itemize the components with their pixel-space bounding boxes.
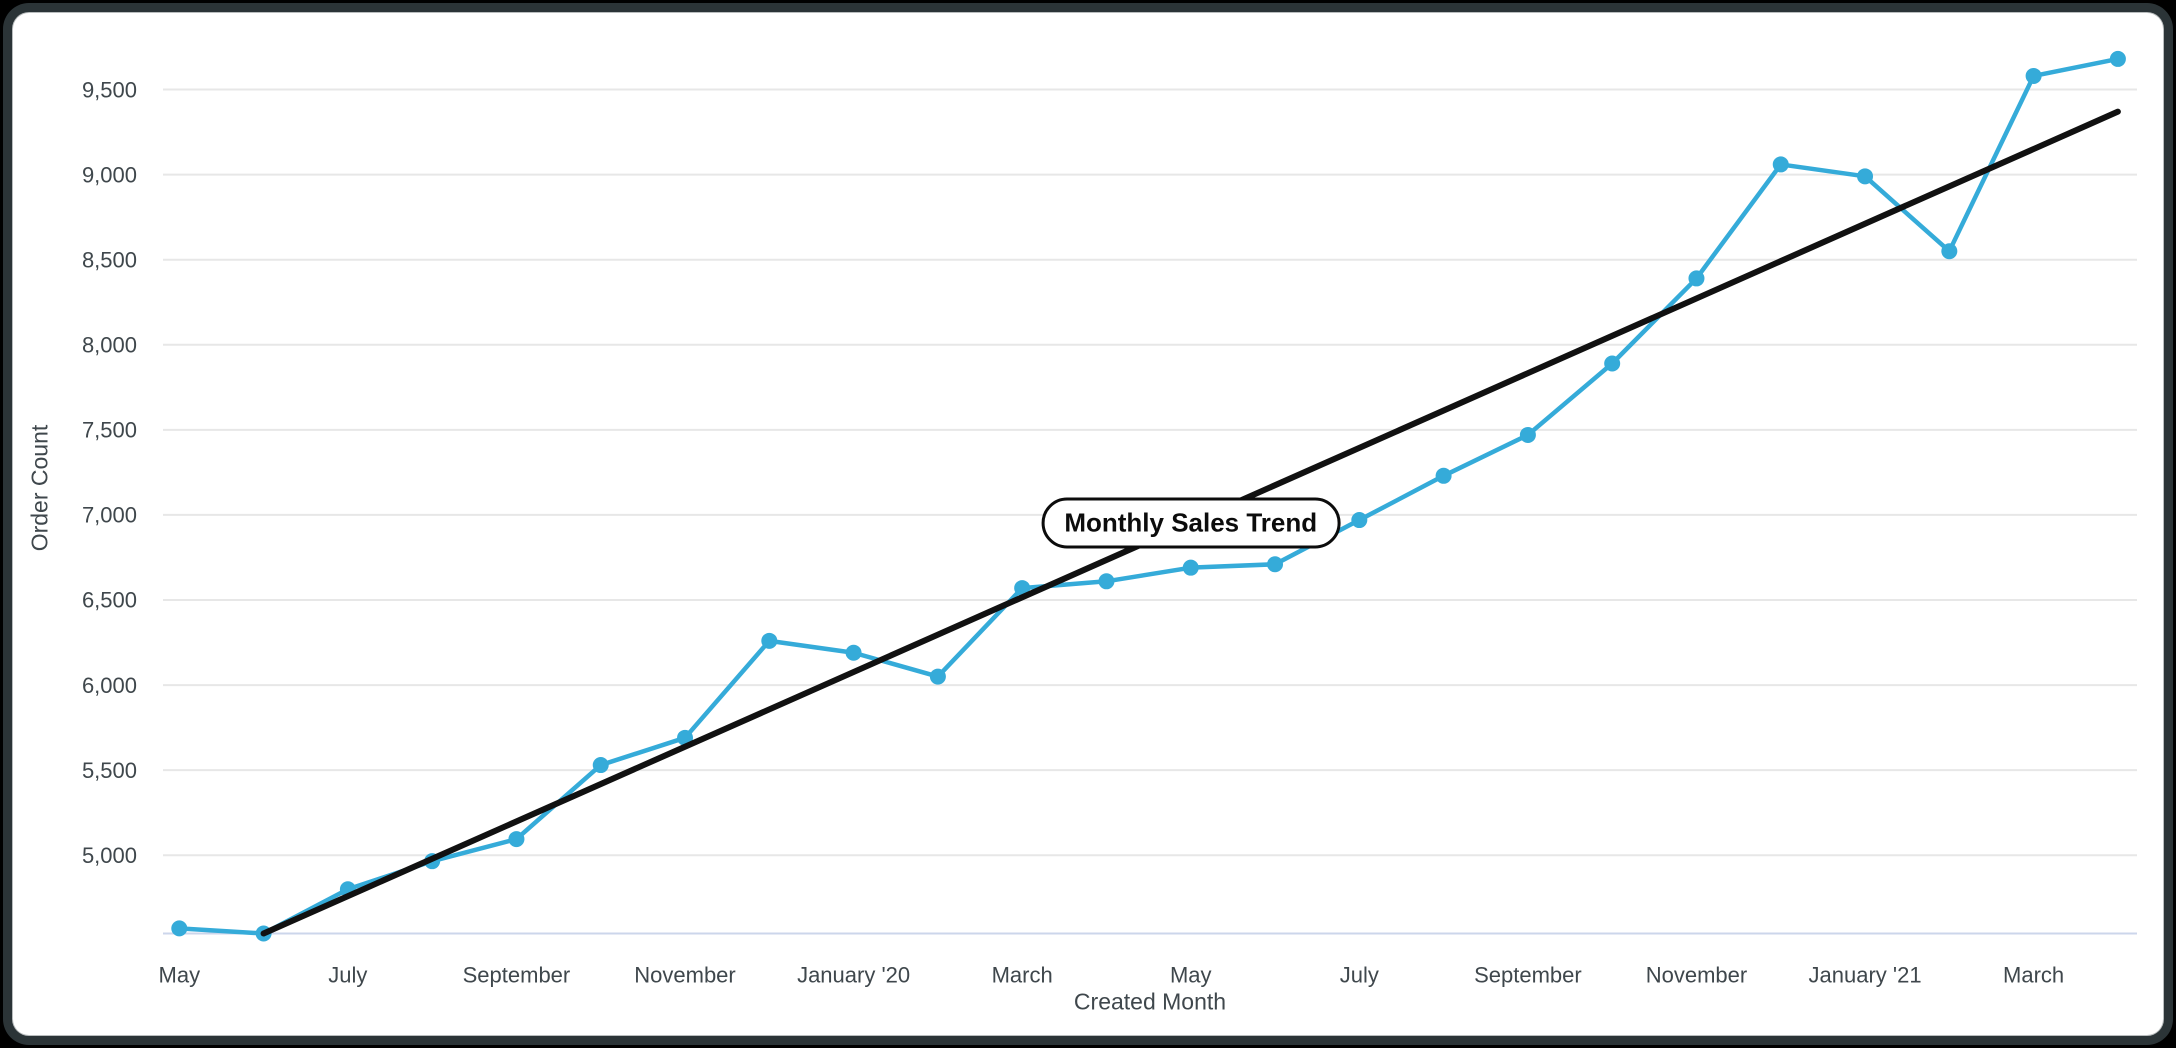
x-tick-label: May: [1170, 963, 1212, 988]
data-point-marker[interactable]: [1772, 156, 1789, 173]
x-tick-labels: May July September November January '20 March…: [159, 963, 2065, 988]
x-tick-label: November: [1646, 963, 1747, 988]
data-point-marker[interactable]: [1182, 559, 1199, 576]
y-tick-label: 7,500: [82, 418, 137, 443]
y-tick-label: 9,500: [82, 77, 137, 102]
data-point-marker[interactable]: [1351, 512, 1368, 529]
y-tick-label: 8,000: [82, 332, 137, 357]
data-point-marker[interactable]: [508, 831, 525, 848]
data-point-marker[interactable]: [1267, 556, 1284, 573]
data-point-marker[interactable]: [1519, 426, 1536, 443]
y-tick-label: 6,000: [82, 673, 137, 698]
x-axis-title: Created Month: [1073, 988, 1227, 1015]
x-tick-label: July: [328, 963, 367, 988]
x-tick-label: January '21: [1809, 963, 1922, 988]
x-tick-label: March: [2003, 963, 2064, 988]
data-point-marker[interactable]: [761, 632, 778, 649]
x-tick-label: May: [159, 963, 201, 988]
data-point-marker[interactable]: [592, 757, 609, 774]
x-tick-label: March: [992, 963, 1053, 988]
data-point-marker[interactable]: [1435, 467, 1452, 484]
data-point-marker[interactable]: [171, 920, 188, 937]
data-point-marker[interactable]: [1604, 355, 1621, 372]
x-tick-label: November: [634, 963, 735, 988]
y-axis-title: Order Count: [26, 424, 53, 552]
series-label-pill: Monthly Sales Trend: [1041, 497, 1341, 549]
y-tick-label: 5,500: [82, 758, 137, 783]
data-point-marker[interactable]: [2025, 67, 2042, 84]
x-tick-label: July: [1340, 963, 1379, 988]
y-tick-labels: 5,000 5,500 6,000 6,500 7,000 7,500 8,000 8,500…: [82, 77, 137, 868]
y-tick-label: 5,000: [82, 843, 137, 868]
data-point-marker[interactable]: [2109, 50, 2126, 67]
data-point-marker[interactable]: [1098, 573, 1115, 590]
x-tick-label: September: [463, 963, 571, 988]
data-point-marker[interactable]: [1014, 580, 1031, 597]
data-point-marker[interactable]: [929, 668, 946, 685]
x-tick-label: September: [1474, 963, 1582, 988]
data-point-marker[interactable]: [1688, 270, 1705, 287]
y-tick-label: 8,500: [82, 247, 137, 272]
data-point-marker[interactable]: [1857, 168, 1874, 185]
gridlines: [163, 88, 2137, 857]
y-tick-label: 9,000: [82, 162, 137, 187]
order-count-line: [179, 56, 2119, 936]
y-tick-label: 7,000: [82, 503, 137, 528]
y-tick-label: 6,500: [82, 588, 137, 613]
data-point-marker[interactable]: [1941, 243, 1958, 260]
x-tick-label: January '20: [797, 963, 910, 988]
data-point-marker[interactable]: [845, 644, 862, 661]
